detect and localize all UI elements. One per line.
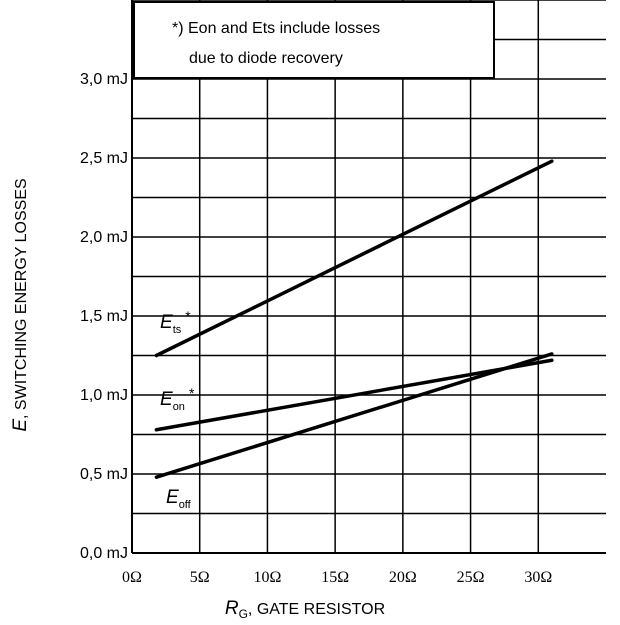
y-tick-label: 3,0 mJ	[80, 71, 128, 88]
series-label-off: Eoff	[166, 487, 192, 511]
x-tick-label: 20Ω	[389, 569, 417, 586]
grid	[132, 0, 606, 553]
x-tick-label: 30Ω	[524, 569, 552, 586]
y-axis-label: E, SWITCHING ENERGY LOSSES	[10, 178, 31, 431]
y-tick-label: 1,0 mJ	[80, 387, 128, 404]
y-tick-label: 2,5 mJ	[80, 150, 128, 167]
x-tick-label: 0Ω	[122, 569, 142, 586]
series-label-on: Eon*	[160, 385, 195, 413]
series-lines	[154, 159, 554, 479]
annotation-box: *) Eon and Ets include losses due to dio…	[133, 1, 495, 79]
y-tick-label: 1,5 mJ	[80, 308, 128, 325]
axes	[131, 0, 606, 554]
series-labels: Ets* Eon* Eoff	[160, 308, 195, 511]
series-line-ts	[154, 159, 554, 358]
y-tick-label: 2,0 mJ	[80, 229, 128, 246]
y-tick-labels: 0,0 mJ 0,5 mJ 1,0 mJ 1,5 mJ 2,0 mJ 2,5 mJ 3,0 …	[80, 71, 128, 562]
x-tick-labels: 0Ω 5Ω 10Ω 15Ω 20Ω 25Ω 30Ω	[122, 569, 552, 586]
y-tick-label: 0,5 mJ	[80, 466, 128, 483]
series-line-off	[154, 352, 554, 479]
series-line-on	[154, 358, 554, 432]
x-tick-label: 10Ω	[253, 569, 281, 586]
annotation-line-2: due to diode recovery	[189, 50, 343, 67]
x-tick-label: 15Ω	[321, 569, 349, 586]
x-tick-label: 5Ω	[190, 569, 210, 586]
y-tick-label: 0,0 mJ	[80, 545, 128, 562]
x-tick-label: 25Ω	[457, 569, 485, 586]
x-axis-label: RG, GATE RESISTOR	[225, 598, 385, 621]
series-label-ts: Ets*	[160, 308, 191, 336]
annotation-line-1: *) Eon and Ets include losses	[172, 20, 380, 37]
